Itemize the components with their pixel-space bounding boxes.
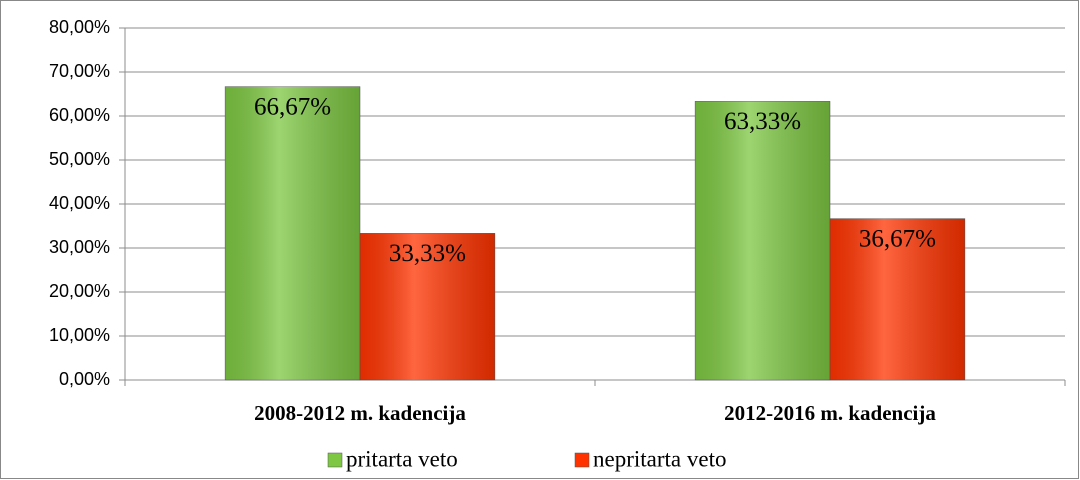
value-label: 36,67% (859, 225, 936, 252)
y-tick-label: 40,00% (49, 193, 110, 213)
value-label: 33,33% (389, 240, 466, 267)
bar-shine (360, 233, 495, 380)
x-tick-label: 2008-2012 m. kadencija (254, 401, 466, 425)
legend-swatch (327, 452, 343, 468)
y-tick-label: 50,00% (49, 149, 110, 169)
x-tick-label: 2012-2016 m. kadencija (724, 401, 936, 425)
legend-label: pritarta veto (346, 446, 458, 471)
legend-swatch (574, 452, 590, 468)
value-label: 63,33% (724, 108, 801, 135)
y-tick-label: 80,00% (49, 17, 110, 37)
y-tick-label: 60,00% (49, 105, 110, 125)
y-tick-label: 70,00% (49, 61, 110, 81)
value-label: 66,67% (254, 93, 331, 120)
y-tick-label: 30,00% (49, 237, 110, 257)
bar-shine (830, 218, 965, 380)
y-tick-label: 10,00% (49, 325, 110, 345)
bar-shine (695, 101, 830, 381)
y-tick-label: 0,00% (59, 369, 110, 389)
legend-label: nepritarta veto (593, 446, 726, 471)
y-tick-label: 20,00% (49, 281, 110, 301)
bar-shine (225, 86, 360, 380)
